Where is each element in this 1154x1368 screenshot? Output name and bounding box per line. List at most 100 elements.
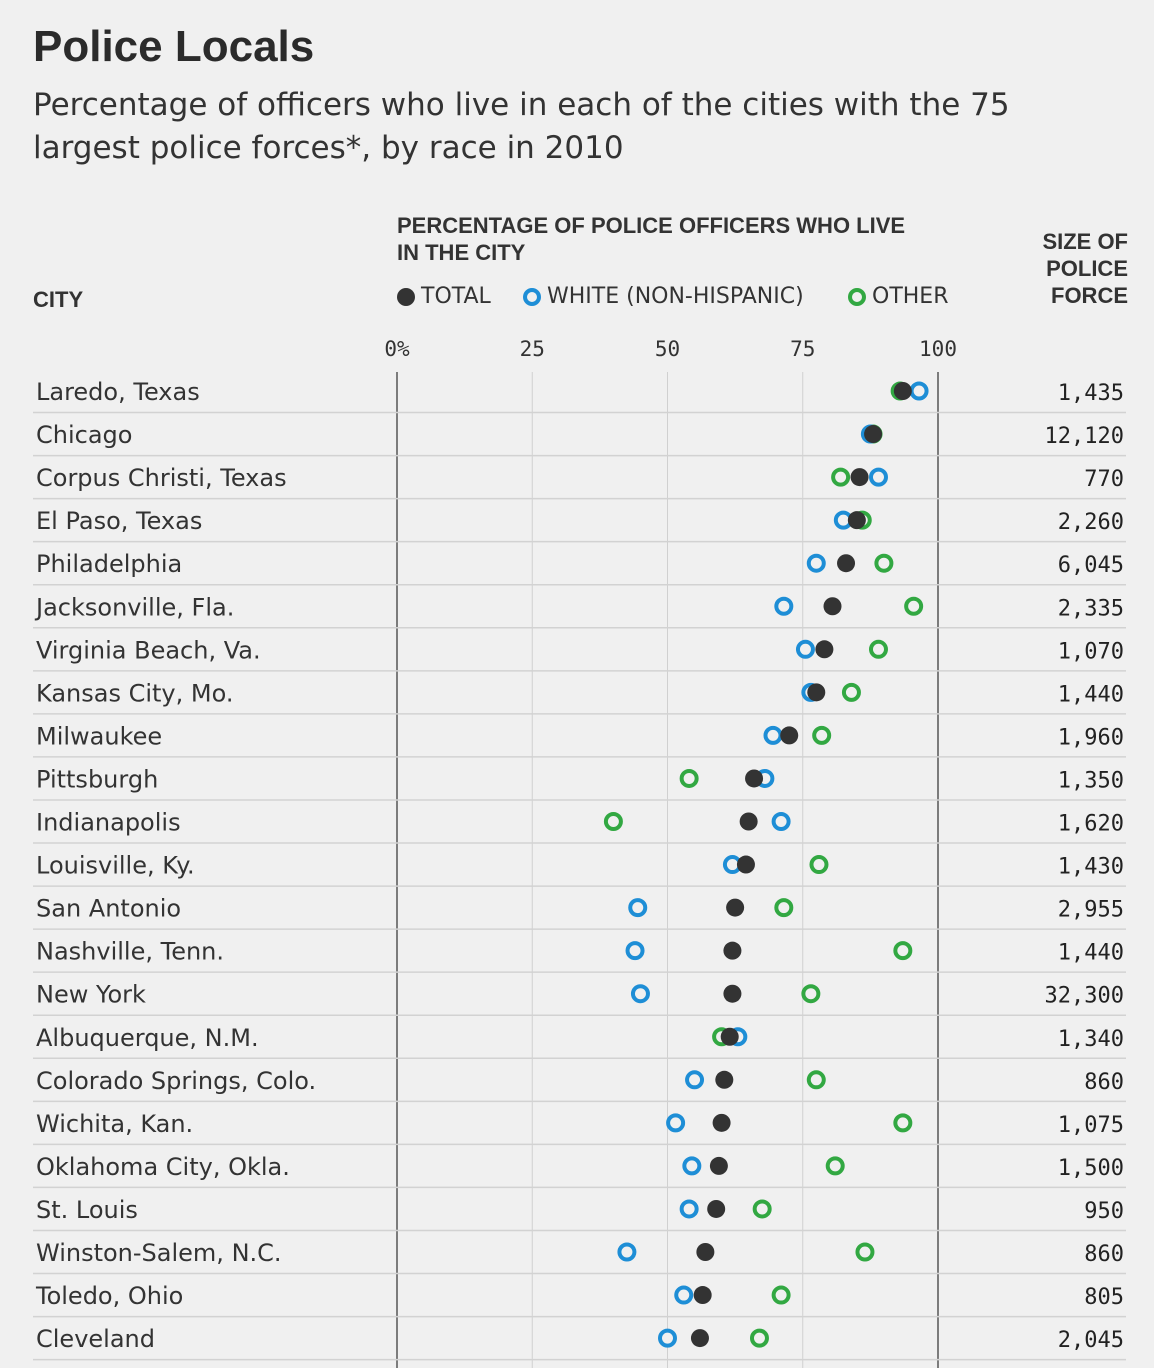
chart-subtitle: Percentage of officers who live in each … bbox=[33, 87, 1010, 166]
total-dot bbox=[745, 769, 764, 788]
city-label: Winston-Salem, N.C. bbox=[36, 1239, 282, 1267]
white-dot bbox=[679, 1199, 699, 1219]
size-header-line: FORCE bbox=[1051, 283, 1128, 308]
total-dot bbox=[823, 597, 842, 616]
force-size-label: 1,440 bbox=[1058, 941, 1124, 966]
white-dot bbox=[771, 812, 791, 831]
total-dot bbox=[715, 1070, 734, 1089]
city-label: New York bbox=[36, 981, 146, 1009]
white-dot bbox=[795, 639, 815, 659]
other-dot bbox=[806, 1070, 826, 1090]
force-size-label: 950 bbox=[1084, 1199, 1124, 1224]
white-dot bbox=[658, 1328, 677, 1348]
other-dot bbox=[809, 855, 829, 875]
x-tick-label: 75 bbox=[790, 337, 815, 361]
total-dot bbox=[893, 382, 912, 400]
legend-label: TOTAL bbox=[421, 284, 491, 309]
force-size-label: 805 bbox=[1084, 1285, 1124, 1310]
other-dot bbox=[774, 898, 794, 918]
force-size-label: 860 bbox=[1084, 1070, 1124, 1095]
total-dot bbox=[807, 683, 826, 702]
legend-item-white: WHITE (NON-HISPANIC) bbox=[523, 284, 804, 309]
force-size-label: 12,120 bbox=[1045, 424, 1124, 449]
city-label: Pittsburgh bbox=[36, 765, 158, 793]
city-label: Wichita, Kan. bbox=[36, 1110, 193, 1138]
force-size-label: 2,955 bbox=[1058, 898, 1124, 923]
total-dot bbox=[707, 1199, 726, 1218]
legend-label: WHITE (NON-HISPANIC) bbox=[547, 284, 804, 309]
total-dot bbox=[847, 511, 866, 530]
white-dot bbox=[868, 467, 888, 487]
city-label: St. Louis bbox=[36, 1196, 138, 1224]
force-size-label: 1,435 bbox=[1058, 381, 1124, 406]
total-dot bbox=[709, 1156, 728, 1175]
white-dot bbox=[685, 1070, 705, 1090]
total-dot bbox=[696, 1243, 715, 1261]
city-label: Milwaukee bbox=[36, 722, 162, 750]
x-tick-label: 50 bbox=[655, 337, 680, 361]
force-size-label: 1,350 bbox=[1058, 768, 1124, 793]
city-label: Chicago bbox=[36, 421, 132, 449]
force-size-label: 2,335 bbox=[1058, 596, 1124, 621]
force-size-label: 2,045 bbox=[1058, 1328, 1124, 1353]
other-dot bbox=[855, 1242, 875, 1262]
force-size-label: 1,440 bbox=[1058, 682, 1124, 707]
force-size-label: 1,620 bbox=[1058, 812, 1124, 837]
white-marker-icon bbox=[523, 287, 541, 306]
city-label: Kansas City, Mo. bbox=[36, 679, 233, 707]
white-dot bbox=[628, 898, 648, 918]
white-dot bbox=[763, 725, 783, 745]
other-dot bbox=[841, 682, 861, 702]
city-label: San Antonio bbox=[36, 895, 181, 923]
other-dot bbox=[752, 1199, 772, 1219]
city-label: Laredo, Texas bbox=[36, 378, 200, 406]
x-tick-label: 100 bbox=[919, 337, 957, 361]
force-size-label: 1,075 bbox=[1058, 1113, 1124, 1138]
size-header-line: POLICE bbox=[1046, 256, 1128, 281]
total-dot bbox=[850, 468, 869, 487]
total-dot bbox=[712, 1113, 731, 1132]
total-dot bbox=[864, 425, 883, 444]
white-dot bbox=[909, 381, 929, 401]
force-size-label: 32,300 bbox=[1045, 984, 1124, 1009]
legend-item-other: OTHER bbox=[848, 284, 948, 309]
total-dot bbox=[837, 554, 856, 573]
other-marker-icon bbox=[848, 287, 866, 306]
white-dot bbox=[774, 596, 794, 616]
other-dot bbox=[679, 768, 699, 788]
city-label: Albuquerque, N.M. bbox=[36, 1024, 259, 1052]
force-size-label: 1,070 bbox=[1058, 639, 1124, 664]
white-dot bbox=[625, 941, 645, 961]
other-dot bbox=[868, 639, 888, 659]
city-label: Corpus Christi, Texas bbox=[36, 464, 287, 492]
other-dot bbox=[893, 941, 913, 961]
percentage-axis-header: PERCENTAGE OF POLICE OFFICERS WHO LIVE I… bbox=[397, 213, 906, 265]
force-size-label: 860 bbox=[1084, 1242, 1124, 1267]
x-tick-label: 0% bbox=[384, 337, 410, 361]
force-size-label: 770 bbox=[1084, 467, 1124, 492]
chart-title: Police Locals bbox=[33, 22, 315, 71]
city-label: Nashville, Tenn. bbox=[36, 938, 224, 966]
city-label: Indianapolis bbox=[36, 809, 181, 837]
white-dot bbox=[666, 1113, 686, 1133]
total-dot bbox=[723, 941, 742, 960]
other-dot bbox=[603, 812, 623, 831]
city-label: El Paso, Texas bbox=[36, 507, 202, 535]
other-dot bbox=[771, 1285, 791, 1305]
total-dot bbox=[739, 812, 758, 831]
white-dot bbox=[630, 984, 650, 1004]
total-marker-icon bbox=[397, 287, 415, 306]
size-header-line: SIZE OF bbox=[1042, 229, 1128, 254]
city-label: Colorado Springs, Colo. bbox=[36, 1067, 316, 1095]
force-size-label: 1,340 bbox=[1058, 1027, 1124, 1052]
size-column-header: SIZE OF POLICE FORCE bbox=[1042, 228, 1128, 309]
other-dot bbox=[874, 553, 894, 573]
other-dot bbox=[749, 1328, 769, 1348]
total-dot bbox=[723, 984, 742, 1003]
total-dot bbox=[720, 1027, 739, 1046]
other-dot bbox=[812, 725, 832, 745]
x-tick-label: 25 bbox=[520, 337, 545, 361]
city-label: Philadelphia bbox=[36, 550, 182, 578]
